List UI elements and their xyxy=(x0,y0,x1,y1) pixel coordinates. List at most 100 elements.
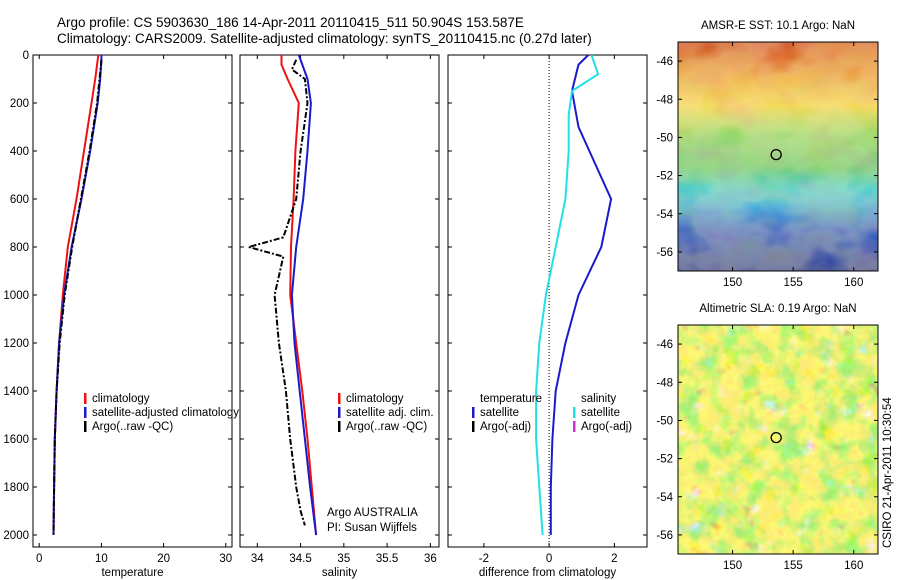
x-axis-label: salinity xyxy=(322,567,357,579)
y-tick-label: 1200 xyxy=(3,338,29,350)
map-y-tick-label: -54 xyxy=(656,209,673,221)
map-x-tick-label: 155 xyxy=(784,277,803,289)
x-tick-label: 36 xyxy=(424,553,437,565)
header-line-2: Climatology: CARS2009. Satellite-adjuste… xyxy=(57,31,592,46)
difference-legend: temperature satellite Argo(-adj) salinity sa… xyxy=(472,393,632,433)
legend-swatch xyxy=(84,407,87,418)
sla-map: Altimetric SLA: 0.19 Argo: NaN 150 155 160 -… xyxy=(656,303,879,572)
map-x-tick-label: 150 xyxy=(723,560,742,572)
x-axis-label: difference from climatology xyxy=(479,567,616,579)
legend-label: Argo(-adj) xyxy=(581,421,632,433)
y-tick-label: 0 xyxy=(23,50,29,62)
map-y-tick-label: -54 xyxy=(656,492,673,504)
series-line xyxy=(549,54,613,535)
difference-panel: -2 0 2 difference from climatology xyxy=(447,54,648,579)
plot-frame xyxy=(32,54,233,548)
legend-swatch xyxy=(84,421,87,432)
x-tick-label: -2 xyxy=(479,553,489,565)
series-line xyxy=(247,59,309,526)
map-y-tick-label: -56 xyxy=(656,247,673,259)
x-tick-label: 20 xyxy=(157,553,170,565)
legend-swatch xyxy=(84,393,87,404)
legend-label: satellite xyxy=(480,407,519,419)
y-tick-label: 1800 xyxy=(3,482,29,494)
legend-swatch xyxy=(338,393,341,404)
x-tick-label: 2 xyxy=(611,553,617,565)
x-tick-label: 10 xyxy=(95,553,108,565)
float-position-marker xyxy=(770,148,782,161)
y-tick-label: 600 xyxy=(10,194,29,206)
x-axis-label: temperature xyxy=(101,567,163,579)
map-title: Altimetric SLA: 0.19 Argo: NaN xyxy=(699,303,856,315)
sla-texture xyxy=(678,325,878,554)
map-x-tick-label: 155 xyxy=(784,560,803,572)
map-x-tick-label: 160 xyxy=(844,560,863,572)
y-tick-label: 2000 xyxy=(3,530,29,542)
y-tick-label: 1600 xyxy=(3,434,29,446)
plot-frame xyxy=(447,54,648,548)
y-tick-label: 1400 xyxy=(3,386,29,398)
x-tick-label: 30 xyxy=(219,553,232,565)
temperature-panel: 0 10 20 30 temperature 0 200 400 600 800 1000 1200 1… xyxy=(3,50,233,579)
series-line xyxy=(535,54,600,536)
legend-label: Argo(-adj) xyxy=(480,421,531,433)
legend-title: salinity xyxy=(581,393,616,405)
legend-label: Argo(..raw -QC) xyxy=(92,421,173,433)
legend-swatch xyxy=(573,407,576,418)
y-tick-label: 200 xyxy=(10,98,29,110)
map-x-tick-label: 160 xyxy=(844,277,863,289)
map-y-tick-label: -52 xyxy=(656,171,673,183)
header-line-1: Argo profile: CS 5903630_186 14-Apr-2011… xyxy=(57,15,524,30)
y-tick-label: 1000 xyxy=(3,290,29,302)
map-y-tick-label: -52 xyxy=(656,454,673,466)
map-frame xyxy=(677,41,879,272)
series-line xyxy=(52,59,103,536)
x-tick-label: 34.5 xyxy=(289,553,311,565)
legend-label: satellite adj. clim. xyxy=(346,407,434,419)
map-x-tick-label: 150 xyxy=(723,277,742,289)
x-tick-label: 35 xyxy=(337,553,350,565)
map-y-tick-label: -46 xyxy=(656,56,673,68)
salinity-panel: 34 34.5 35 35.5 36 salinity xyxy=(239,54,440,579)
series-line xyxy=(52,54,100,536)
map-frame xyxy=(677,324,879,555)
legend-label: satellite xyxy=(581,407,620,419)
legend-label: climatology xyxy=(346,393,404,405)
legend-title: temperature xyxy=(480,393,542,405)
sst-map: AMSR-E SST: 10.1 Argo: NaN 150 155 160 -46 -4… xyxy=(656,20,879,289)
y-tick-label: 800 xyxy=(10,242,29,254)
salinity-annotation: Argo AUSTRALIA PI: Susan Wijffels xyxy=(327,507,418,534)
annotation-line-2: PI: Susan Wijffels xyxy=(327,522,417,534)
temperature-legend: climatology satellite-adjusted climatolog… xyxy=(84,393,239,433)
map-title: AMSR-E SST: 10.1 Argo: NaN xyxy=(701,20,855,32)
legend-swatch xyxy=(573,421,576,432)
map-y-tick-label: -46 xyxy=(656,339,673,351)
side-label: CSIRO 21-Apr-2011 10:30:54 xyxy=(882,397,894,548)
y-tick-label: 400 xyxy=(10,146,29,158)
series-line xyxy=(52,55,103,536)
map-y-tick-label: -50 xyxy=(656,415,673,427)
salinity-legend: climatology satellite adj. clim. Argo(..ra… xyxy=(338,393,434,433)
legend-swatch xyxy=(338,421,341,432)
annotation-line-1: Argo AUSTRALIA xyxy=(327,507,418,519)
map-y-tick-label: -56 xyxy=(656,530,673,542)
legend-label: satellite-adjusted climatology xyxy=(92,407,239,419)
map-y-tick-label: -48 xyxy=(656,94,673,106)
legend-swatch xyxy=(338,407,341,418)
legend-swatch xyxy=(472,421,475,432)
legend-label: climatology xyxy=(92,393,150,405)
float-position-marker xyxy=(770,431,782,444)
legend-swatch xyxy=(472,407,475,418)
x-tick-label: 35.5 xyxy=(376,553,398,565)
map-y-tick-label: -48 xyxy=(656,377,673,389)
sst-texture xyxy=(678,42,878,271)
map-y-tick-label: -50 xyxy=(656,132,673,144)
legend-label: Argo(..raw -QC) xyxy=(346,421,427,433)
x-tick-label: 0 xyxy=(546,553,552,565)
x-tick-label: 34 xyxy=(251,553,264,565)
series-line xyxy=(280,55,318,536)
x-tick-label: 0 xyxy=(36,553,42,565)
plot-frame xyxy=(239,54,440,548)
series-line xyxy=(290,54,318,536)
